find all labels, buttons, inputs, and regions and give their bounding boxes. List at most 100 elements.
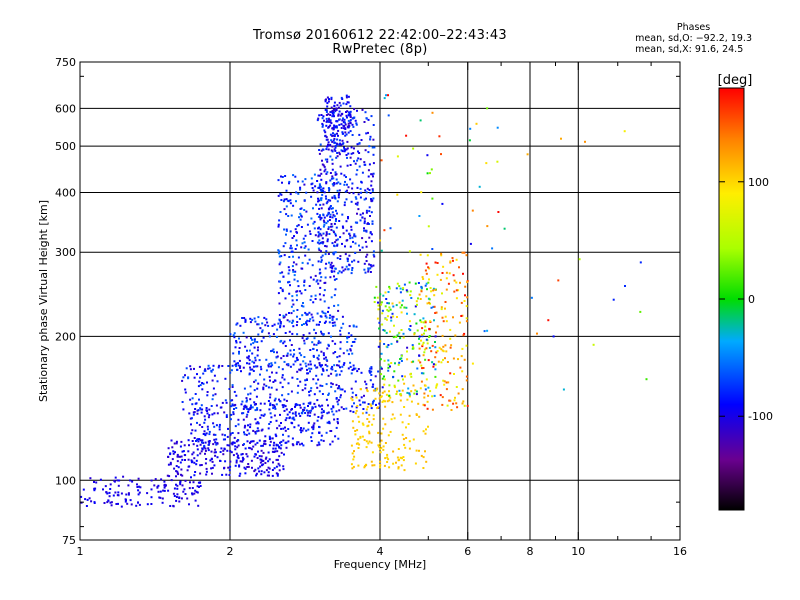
scatter-point: [333, 108, 336, 111]
scatter-point: [324, 356, 327, 359]
scatter-point: [280, 440, 283, 443]
scatter-point: [212, 387, 215, 390]
scatter-point: [255, 395, 258, 398]
scatter-point: [639, 261, 642, 264]
scatter-point: [325, 182, 328, 185]
scatter-point: [440, 252, 443, 255]
scatter-point: [182, 490, 185, 493]
scatter-point: [399, 337, 402, 340]
scatter-point: [312, 426, 315, 429]
scatter-point: [339, 104, 342, 107]
scatter-point: [442, 358, 444, 361]
scatter-point: [420, 339, 422, 342]
scatter-point: [308, 311, 311, 314]
scatter-point: [232, 334, 235, 337]
scatter-point: [446, 404, 449, 407]
scatter-point: [277, 252, 280, 255]
scatter-point: [277, 223, 280, 226]
scatter-point: [314, 332, 317, 335]
scatter-point: [409, 290, 412, 293]
scatter-point: [309, 233, 312, 235]
scatter-point: [425, 378, 428, 381]
scatter-point: [337, 106, 340, 109]
scatter-point: [236, 439, 239, 441]
scatter-point: [434, 261, 437, 264]
scatter-point: [420, 290, 423, 293]
scatter-point: [215, 424, 218, 427]
scatter-point: [375, 389, 378, 392]
scatter-point: [438, 135, 441, 138]
scatter-point: [422, 341, 425, 344]
scatter-point: [191, 397, 194, 400]
scatter-point: [355, 409, 358, 412]
scatter-point: [246, 466, 249, 468]
scatter-point: [198, 423, 201, 426]
scatter-point: [106, 501, 109, 504]
scatter-point: [388, 287, 391, 290]
scatter-point: [292, 255, 294, 258]
scatter-point: [371, 451, 374, 454]
scatter-point: [296, 280, 299, 283]
scatter-point: [453, 290, 456, 293]
scatter-point: [431, 344, 434, 347]
scatter-point: [307, 363, 310, 366]
scatter-point: [244, 447, 247, 450]
scatter-point: [282, 200, 285, 203]
scatter-point: [336, 126, 338, 129]
scatter-point: [424, 358, 427, 361]
scatter-point: [260, 444, 263, 447]
scatter-point: [290, 305, 293, 308]
scatter-point: [235, 461, 238, 464]
scatter-point: [324, 267, 327, 270]
scatter-point: [175, 465, 178, 467]
scatter-point: [312, 347, 315, 350]
scatter-point: [330, 385, 333, 388]
scatter-point: [357, 368, 360, 370]
scatter-point: [424, 320, 427, 323]
scatter-point: [324, 281, 327, 284]
scatter-point: [262, 336, 265, 339]
scatter-point: [424, 284, 427, 287]
scatter-point: [301, 242, 304, 245]
scatter-point: [393, 384, 396, 387]
scatter-point: [254, 432, 257, 435]
scatter-point: [461, 314, 464, 317]
scatter-point: [339, 182, 342, 185]
scatter-point: [163, 483, 166, 486]
scatter-point: [336, 152, 339, 154]
scatter-point: [338, 355, 341, 358]
scatter-point: [277, 225, 280, 228]
scatter-point: [178, 500, 181, 503]
scatter-point: [299, 218, 302, 221]
scatter-point: [181, 458, 184, 461]
scatter-point: [289, 247, 292, 250]
scatter-point: [385, 393, 388, 396]
scatter-point: [225, 416, 228, 418]
scatter-point: [431, 395, 434, 398]
scatter-point: [211, 368, 214, 371]
scatter-point: [284, 429, 287, 432]
scatter-point: [332, 113, 335, 116]
scatter-point: [415, 322, 418, 325]
scatter-point: [415, 393, 418, 396]
scatter-point: [345, 111, 347, 113]
scatter-point: [416, 367, 419, 370]
scatter-point: [102, 488, 104, 491]
scatter-point: [196, 421, 198, 424]
scatter-point: [321, 408, 323, 411]
scatter-point: [255, 365, 257, 368]
scatter-point: [303, 281, 306, 283]
scatter-point: [430, 306, 433, 309]
y-axis-label: Stationary phase Virtual Height [km]: [37, 200, 50, 402]
scatter-point: [290, 421, 293, 424]
chart-title: Tromsø 20160612 22:42:00–22:43:43: [252, 28, 508, 43]
scatter-point: [192, 451, 195, 454]
scatter-point: [268, 467, 271, 470]
scatter-point: [384, 317, 387, 320]
scatter-point: [353, 450, 355, 453]
scatter-point: [335, 209, 337, 212]
scatter-point: [376, 387, 379, 390]
scatter-point: [460, 301, 463, 304]
scatter-point: [328, 98, 330, 101]
scatter-point: [288, 312, 290, 314]
